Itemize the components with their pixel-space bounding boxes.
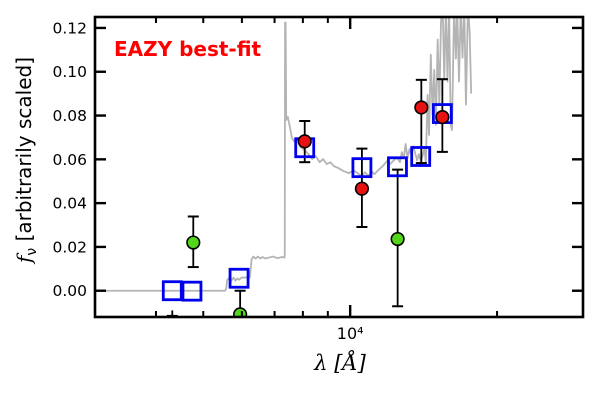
observed-red-point-0	[297, 134, 312, 149]
lambda-symbol: λ	[314, 351, 328, 375]
y-axis-label: fν [arbitrarily scaled]	[12, 57, 40, 263]
observed-green-point-1	[233, 307, 248, 317]
x-axis-label: λ [Å]	[314, 351, 366, 375]
observed-red-point-1	[354, 181, 370, 196]
y-tick-label-4: 0.08	[52, 107, 87, 125]
y-tick-label-2: 0.04	[52, 195, 87, 213]
y-tick-label-1: 0.02	[52, 238, 87, 256]
model-photometry-square-6	[410, 146, 432, 167]
model-photometry-square-2	[228, 267, 250, 289]
observed-green-point-0	[186, 235, 201, 250]
flux-subscript: ν	[24, 247, 40, 256]
y-tick-label-3: 0.06	[52, 151, 87, 169]
annotation-eazy-best-fit: EAZY best-fit	[114, 37, 262, 61]
model-photometry-square-0	[161, 280, 183, 302]
model-photometry-square-5	[387, 156, 408, 178]
x-tick-label-0: 10⁴	[337, 324, 364, 343]
flux-symbol: f	[12, 255, 36, 264]
data-layer	[95, 17, 473, 317]
observed-green-point-2	[390, 231, 405, 247]
angstrom-unit: [Å]	[334, 351, 366, 375]
y-axis-label-text: [arbitrarily scaled]	[12, 56, 36, 248]
y-tick-label-5: 0.10	[52, 63, 87, 81]
model-photometry-square-4	[351, 157, 373, 179]
axes-frame	[93, 15, 585, 319]
y-tick-label-6: 0.12	[52, 19, 87, 37]
observed-red-point-3	[435, 109, 450, 125]
y-tick-label-0: 0.00	[52, 282, 87, 300]
model-photometry-square-1	[181, 280, 203, 302]
observed-red-point-2	[414, 100, 429, 115]
